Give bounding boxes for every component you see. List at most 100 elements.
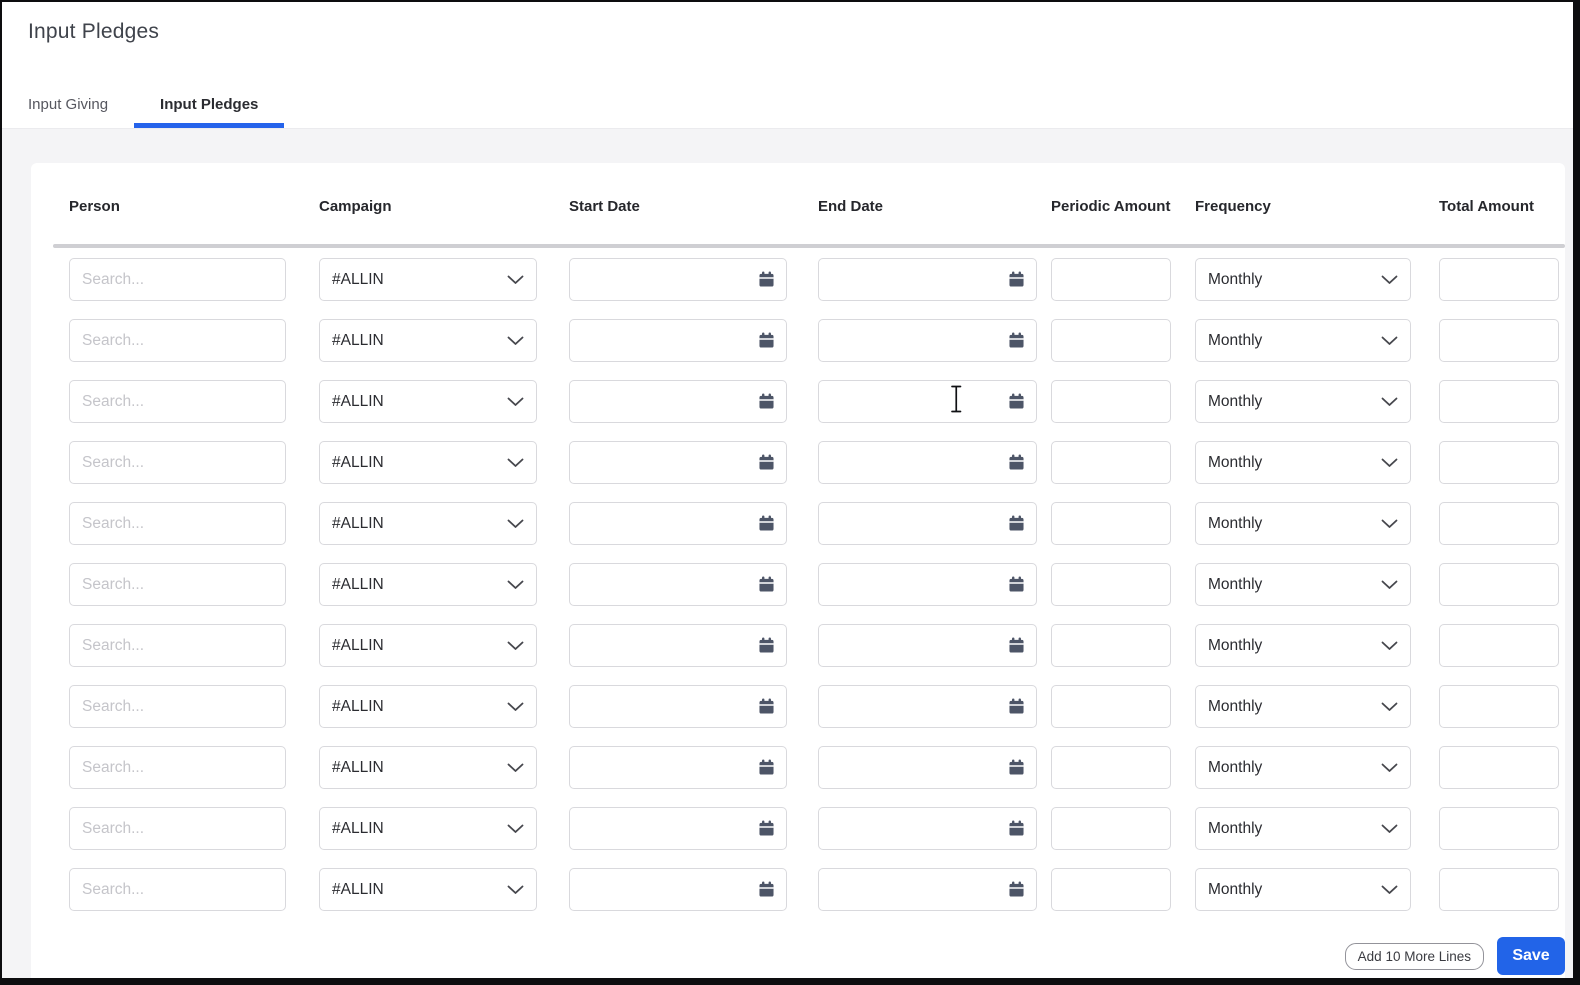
frequency-select[interactable]: Monthly (1195, 502, 1411, 545)
periodic-amount-input[interactable] (1064, 697, 1158, 716)
person-search-input[interactable] (82, 514, 273, 533)
start-date-input[interactable] (582, 758, 759, 777)
periodic-amount-input[interactable] (1064, 819, 1158, 838)
add-10-more-lines-button[interactable]: Add 10 More Lines (1344, 942, 1484, 970)
end-date-input[interactable] (831, 819, 1009, 838)
end-date-input[interactable] (831, 331, 1009, 350)
start-date-input[interactable] (582, 331, 759, 350)
campaign-select[interactable]: #ALLIN (319, 441, 537, 484)
frequency-select[interactable]: Monthly (1195, 380, 1411, 423)
total-amount-input[interactable] (1452, 331, 1546, 350)
person-search-input[interactable] (82, 697, 273, 716)
campaign-select[interactable]: #ALLIN (319, 258, 537, 301)
periodic-amount-input[interactable] (1064, 575, 1158, 594)
end-date-input[interactable] (831, 636, 1009, 655)
calendar-icon[interactable] (759, 271, 774, 288)
person-search-input[interactable] (82, 819, 273, 838)
start-date-input[interactable] (582, 697, 759, 716)
periodic-amount-input[interactable] (1064, 636, 1158, 655)
frequency-select[interactable]: Monthly (1195, 746, 1411, 789)
calendar-icon[interactable] (1009, 393, 1024, 410)
periodic-amount-input[interactable] (1064, 758, 1158, 777)
end-date-input[interactable] (831, 880, 1009, 899)
campaign-select[interactable]: #ALLIN (319, 380, 537, 423)
start-date-input[interactable] (582, 819, 759, 838)
calendar-icon[interactable] (1009, 759, 1024, 776)
frequency-select[interactable]: Monthly (1195, 685, 1411, 728)
campaign-select[interactable]: #ALLIN (319, 807, 537, 850)
calendar-icon[interactable] (759, 576, 774, 593)
calendar-icon[interactable] (759, 637, 774, 654)
start-date-input[interactable] (582, 270, 759, 289)
calendar-icon[interactable] (1009, 576, 1024, 593)
end-date-input[interactable] (831, 575, 1009, 594)
campaign-select[interactable]: #ALLIN (319, 746, 537, 789)
person-search-input[interactable] (82, 453, 273, 472)
tab-input-pledges[interactable]: Input Pledges (134, 96, 285, 128)
person-search-input[interactable] (82, 575, 273, 594)
campaign-select[interactable]: #ALLIN (319, 563, 537, 606)
calendar-icon[interactable] (1009, 881, 1024, 898)
start-date-input[interactable] (582, 514, 759, 533)
end-date-input[interactable] (831, 270, 1009, 289)
start-date-input[interactable] (582, 636, 759, 655)
person-search-input[interactable] (82, 636, 273, 655)
calendar-icon[interactable] (1009, 271, 1024, 288)
person-search-input[interactable] (82, 331, 273, 350)
calendar-icon[interactable] (759, 332, 774, 349)
start-date-input[interactable] (582, 392, 759, 411)
start-date-input[interactable] (582, 575, 759, 594)
end-date-input[interactable] (831, 514, 1009, 533)
periodic-amount-input[interactable] (1064, 514, 1158, 533)
periodic-amount-input[interactable] (1064, 392, 1158, 411)
frequency-select[interactable]: Monthly (1195, 319, 1411, 362)
calendar-icon[interactable] (1009, 515, 1024, 532)
save-button[interactable]: Save (1497, 937, 1565, 975)
calendar-icon[interactable] (759, 759, 774, 776)
total-amount-input[interactable] (1452, 270, 1546, 289)
total-amount-input[interactable] (1452, 575, 1546, 594)
campaign-select[interactable]: #ALLIN (319, 319, 537, 362)
total-amount-input[interactable] (1452, 514, 1546, 533)
calendar-icon[interactable] (759, 881, 774, 898)
person-search-input[interactable] (82, 758, 273, 777)
periodic-amount-input[interactable] (1064, 331, 1158, 350)
periodic-amount-input[interactable] (1064, 270, 1158, 289)
calendar-icon[interactable] (1009, 332, 1024, 349)
campaign-select[interactable]: #ALLIN (319, 624, 537, 667)
frequency-select[interactable]: Monthly (1195, 868, 1411, 911)
frequency-select[interactable]: Monthly (1195, 563, 1411, 606)
campaign-select[interactable]: #ALLIN (319, 502, 537, 545)
person-search-input[interactable] (82, 880, 273, 899)
person-search-input[interactable] (82, 270, 273, 289)
campaign-select[interactable]: #ALLIN (319, 685, 537, 728)
calendar-icon[interactable] (1009, 820, 1024, 837)
total-amount-input[interactable] (1452, 758, 1546, 777)
calendar-icon[interactable] (759, 454, 774, 471)
calendar-icon[interactable] (759, 393, 774, 410)
calendar-icon[interactable] (1009, 454, 1024, 471)
frequency-select[interactable]: Monthly (1195, 807, 1411, 850)
end-date-input[interactable] (831, 697, 1009, 716)
frequency-select[interactable]: Monthly (1195, 258, 1411, 301)
total-amount-input[interactable] (1452, 697, 1546, 716)
calendar-icon[interactable] (759, 820, 774, 837)
frequency-select[interactable]: Monthly (1195, 624, 1411, 667)
calendar-icon[interactable] (759, 698, 774, 715)
periodic-amount-input[interactable] (1064, 453, 1158, 472)
periodic-amount-input[interactable] (1064, 880, 1158, 899)
end-date-input[interactable] (831, 453, 1009, 472)
total-amount-input[interactable] (1452, 392, 1546, 411)
total-amount-input[interactable] (1452, 880, 1546, 899)
end-date-input[interactable] (831, 758, 1009, 777)
calendar-icon[interactable] (1009, 698, 1024, 715)
tab-input-giving[interactable]: Input Giving (28, 96, 109, 113)
start-date-input[interactable] (582, 880, 759, 899)
total-amount-input[interactable] (1452, 636, 1546, 655)
start-date-input[interactable] (582, 453, 759, 472)
person-search-input[interactable] (82, 392, 273, 411)
frequency-select[interactable]: Monthly (1195, 441, 1411, 484)
total-amount-input[interactable] (1452, 819, 1546, 838)
calendar-icon[interactable] (759, 515, 774, 532)
calendar-icon[interactable] (1009, 637, 1024, 654)
